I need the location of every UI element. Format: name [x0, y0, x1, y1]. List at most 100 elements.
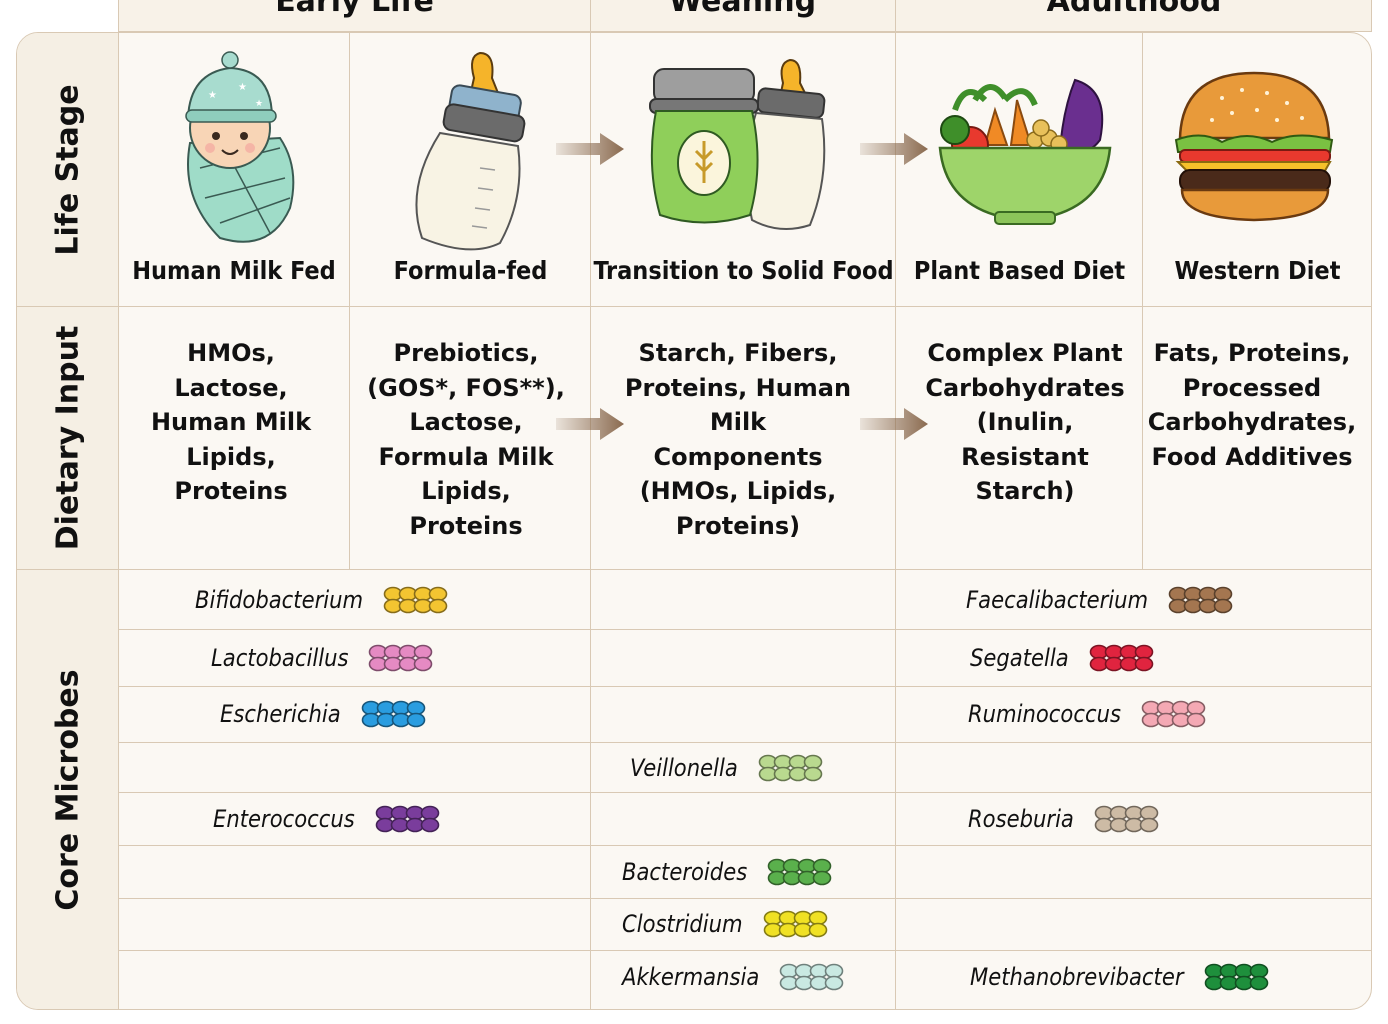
bacterium-cell	[414, 656, 433, 672]
dietary-input-text: Starch, Fibers, Proteins, Human Milk Com…	[624, 339, 852, 540]
microbe-entry: Ruminococcus	[968, 694, 1206, 734]
group-title-adulthood: Adulthood	[1046, 0, 1222, 19]
bacteria-cluster-icon	[361, 700, 425, 728]
bacterium-cell	[1213, 598, 1233, 614]
bacterium-cell	[803, 754, 823, 770]
row-label-life-stage: Life Stage	[50, 83, 86, 256]
microbe-entry: Faecalibacterium	[966, 580, 1233, 620]
bacteria-cluster-icon	[763, 910, 827, 938]
bacterium-cell	[812, 858, 832, 874]
stage-arrow-icon	[556, 133, 624, 165]
bacterium-cell	[1139, 817, 1159, 833]
bacteria-cluster-icon	[767, 858, 832, 886]
bacterium-cell	[428, 586, 448, 602]
dietary-input-text: Fats, Proteins, Processed Carbohydrates,…	[1147, 339, 1357, 471]
microbe-entry: Enterococcus	[213, 799, 440, 839]
microbe-entry: Methanobrevibacter	[970, 957, 1268, 997]
life-stage-label: Human Milk Fed	[132, 256, 336, 285]
swaddled-baby-icon: ★ ★ ★	[185, 51, 295, 243]
bacterium-cell	[1134, 656, 1154, 672]
bacteria-cluster-icon	[1089, 644, 1154, 672]
microbe-name: Veillonella	[630, 754, 738, 782]
bacteria-cluster-icon	[383, 586, 448, 614]
bacterium-cell	[1249, 975, 1268, 991]
microbe-row-divider	[119, 845, 1371, 846]
microbe-entry: Bifidobacterium	[195, 580, 448, 620]
stage-arrow-icon	[556, 408, 624, 440]
column-divider	[1142, 33, 1143, 569]
bacteria-cluster-icon	[375, 805, 440, 833]
dietary-input-text: Prebiotics, (GOS*, FOS**), Lactose, Form…	[367, 339, 565, 540]
stage-group-header: Early Life Weaning Adulthood	[118, 0, 1372, 32]
bacteria-cluster-icon	[779, 963, 844, 991]
microbe-row-divider	[119, 742, 1371, 743]
row-header-core-microbes: Core Microbes	[17, 569, 119, 1009]
burger-icon	[1174, 71, 1334, 222]
life-stage-label: Western Diet	[1174, 256, 1341, 285]
bacteria-cluster-icon	[1168, 586, 1233, 614]
life-stage-label: Transition to Solid Food	[593, 256, 894, 285]
svg-text:★: ★	[238, 82, 247, 93]
row-label-core-microbes: Core Microbes	[50, 669, 86, 911]
bacterium-cell	[1134, 644, 1154, 660]
microbe-row-divider	[119, 950, 1371, 951]
dietary-input-text: Complex Plant Carbohydrates (Inulin, Res…	[925, 339, 1125, 505]
microbe-name: Faecalibacterium	[966, 586, 1149, 614]
microbe-entry: Escherichia	[220, 694, 425, 734]
bacteria-cluster-icon	[369, 644, 433, 672]
microbe-entry: Veillonella	[630, 748, 823, 788]
microbe-name: Ruminococcus	[968, 700, 1121, 728]
microbe-name: Enterococcus	[213, 805, 355, 833]
microbe-entry: Lactobacillus	[211, 638, 433, 678]
bacterium-cell	[1249, 963, 1268, 979]
microbe-name: Segatella	[970, 644, 1069, 672]
bacterium-cell	[808, 922, 827, 938]
microbe-name: Clostridium	[622, 910, 743, 938]
bacterium-cell	[808, 910, 827, 926]
svg-text:★: ★	[255, 99, 263, 109]
divider	[895, 0, 896, 32]
microbe-name: Methanobrevibacter	[970, 963, 1184, 991]
life-stage-label: Plant Based Diet	[913, 256, 1126, 285]
row-divider	[17, 306, 1371, 307]
microbe-name: Akkermansia	[622, 963, 760, 991]
microbe-row-divider	[119, 686, 1371, 687]
microbe-entry: Segatella	[970, 638, 1154, 678]
baby-bottle-icon	[415, 51, 526, 251]
microbe-name: Bifidobacterium	[195, 586, 364, 614]
row-header-life-stage: Life Stage	[17, 33, 119, 306]
bacterium-cell	[420, 817, 440, 833]
microbe-name: Bacteroides	[622, 858, 748, 886]
row-divider	[17, 569, 1371, 570]
bacterium-cell	[1186, 700, 1206, 716]
divider	[590, 0, 591, 32]
group-title-weaning: Weaning	[668, 0, 817, 19]
bacterium-cell	[1139, 805, 1159, 821]
bacterium-cell	[428, 598, 448, 614]
bacterium-cell	[803, 766, 823, 782]
bacterium-cell	[812, 870, 832, 886]
row-label-dietary-input: Dietary Input	[50, 325, 86, 550]
microbe-row-divider	[119, 629, 1371, 630]
svg-text:★: ★	[208, 90, 217, 101]
stage-arrow-icon	[860, 408, 928, 440]
stage-arrow-icon	[860, 133, 928, 165]
group-title-early-life: Early Life	[275, 0, 434, 19]
bacterium-cell	[414, 644, 433, 660]
life-stage-label: Formula-fed	[393, 256, 548, 285]
microbe-entry: Akkermansia	[622, 957, 844, 997]
bacterium-cell	[406, 712, 425, 728]
bacterium-cell	[406, 700, 425, 716]
bacteria-cluster-icon	[1094, 805, 1159, 833]
bacterium-cell	[824, 963, 844, 979]
microbe-name: Roseburia	[968, 805, 1074, 833]
bacterium-cell	[824, 975, 844, 991]
bacterium-cell	[420, 805, 440, 821]
microbe-name: Lactobacillus	[211, 644, 349, 672]
baby-food-jar-and-bottle-icon	[649, 58, 826, 230]
bacteria-cluster-icon	[758, 754, 823, 782]
microbe-entry: Roseburia	[968, 799, 1159, 839]
bacterium-cell	[1186, 712, 1206, 728]
column-divider	[590, 33, 591, 1009]
